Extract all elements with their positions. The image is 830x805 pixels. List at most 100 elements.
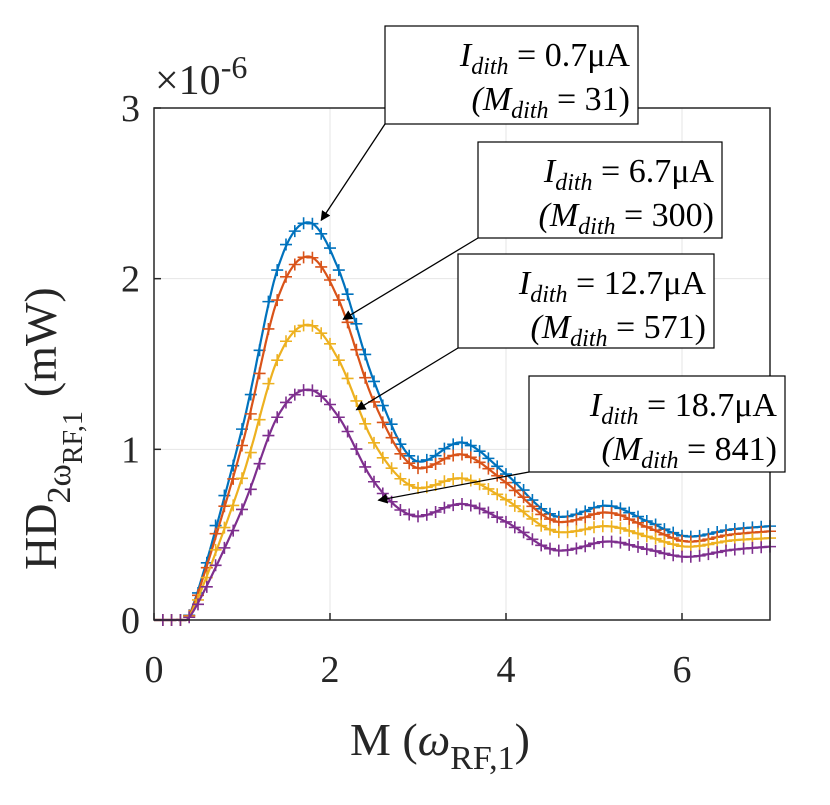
- series-marker-0: [368, 375, 380, 388]
- annotation-line1: Idith = 18.7μA: [589, 387, 778, 430]
- series-marker-2: [227, 499, 240, 512]
- series-marker-0: [447, 438, 460, 451]
- series-marker-3: [288, 388, 301, 401]
- annotation-box: [528, 375, 786, 473]
- annotation-line1: Idith = 12.7μA: [518, 265, 707, 308]
- y-tick-label: 0: [121, 600, 140, 642]
- series-marker-3: [447, 499, 460, 512]
- series-marker-1: [306, 251, 319, 264]
- series-marker-1: [412, 462, 424, 475]
- series-marker-1: [385, 431, 398, 444]
- series-marker-1: [579, 511, 592, 524]
- series-marker-1: [526, 500, 539, 513]
- series-marker-2: [280, 335, 292, 348]
- series-marker-2: [262, 377, 275, 390]
- series-marker-1: [491, 469, 504, 482]
- series-marker-3: [640, 543, 653, 556]
- annotation-line1: Idith = 0.7μA: [459, 37, 631, 80]
- series-marker-3: [456, 497, 468, 510]
- series-marker-2: [526, 512, 539, 525]
- series-line-0: [154, 221, 771, 622]
- series-marker-0: [456, 436, 468, 449]
- series-marker-2: [517, 505, 530, 518]
- series-marker-2: [385, 462, 398, 475]
- series-marker-2: [491, 488, 504, 501]
- series-marker-2: [535, 519, 548, 532]
- series-line-1: [154, 255, 770, 622]
- series-marker-0: [438, 442, 451, 455]
- y-axis-label: HD2ωRF,1(mW): [15, 287, 89, 570]
- series-marker-1: [403, 457, 416, 470]
- series-marker-2: [579, 523, 592, 536]
- series-marker-2: [368, 436, 380, 449]
- y-exponent: ×10-6: [155, 49, 247, 104]
- series-marker-2: [332, 354, 345, 367]
- series-marker-1: [271, 294, 284, 307]
- series-marker-3: [544, 542, 556, 555]
- series-marker-1: [324, 273, 336, 286]
- series-marker-1: [517, 491, 530, 504]
- series-marker-3: [412, 510, 424, 523]
- series-marker-2: [359, 417, 372, 430]
- series-marker-1: [218, 500, 231, 513]
- series-marker-1: [394, 447, 407, 460]
- series-marker-3: [614, 536, 627, 549]
- series-marker-1: [262, 322, 275, 335]
- series-marker-3: [693, 549, 706, 562]
- annotation-line2: (Mdith = 571): [531, 309, 707, 352]
- series-marker-1: [359, 371, 372, 384]
- series-marker-2: [561, 526, 574, 539]
- annotation-box: [477, 141, 723, 239]
- series-marker-1: [429, 457, 442, 470]
- series-marker-3: [359, 460, 372, 473]
- annotation-arrow: [377, 471, 530, 504]
- series-marker-1: [350, 343, 363, 356]
- series-marker-0: [271, 264, 284, 277]
- series-marker-1: [570, 513, 583, 526]
- series-marker-3: [579, 540, 592, 553]
- series-marker-3: [508, 521, 521, 534]
- series-marker-3: [200, 580, 213, 593]
- series-marker-3: [570, 542, 583, 555]
- series-marker-1: [456, 448, 468, 461]
- annotation-arrow: [342, 237, 479, 320]
- series-marker-1: [544, 513, 556, 526]
- series-marker-3: [711, 546, 724, 559]
- series-marker-2: [640, 530, 653, 543]
- series-marker-0: [315, 227, 328, 240]
- series-marker-0: [482, 452, 495, 465]
- series-marker-2: [218, 521, 231, 534]
- series-marker-3: [526, 533, 539, 546]
- series-marker-3: [368, 475, 380, 488]
- series-marker-1: [482, 462, 495, 475]
- series-marker-3: [271, 411, 284, 424]
- series-marker-1: [236, 439, 248, 452]
- series-marker-1: [447, 449, 460, 462]
- series-marker-2: [473, 478, 486, 491]
- series-marker-3: [209, 559, 222, 572]
- series-marker-0: [341, 288, 354, 301]
- series-marker-3: [702, 548, 715, 561]
- series-marker-3: [438, 501, 451, 514]
- series-marker-1: [280, 270, 292, 283]
- series-marker-2: [614, 522, 627, 535]
- series-marker-3: [253, 457, 266, 470]
- series-marker-3: [517, 526, 530, 539]
- series-marker-1: [605, 506, 618, 519]
- series-marker-2: [464, 474, 477, 487]
- annotations: Idith = 0.7μA(Mdith = 31)Idith = 6.7μA(M…: [320, 25, 786, 504]
- series-marker-2: [209, 543, 222, 556]
- series-marker-3: [667, 549, 680, 562]
- series-marker-2: [394, 472, 407, 485]
- series-marker-2: [306, 319, 319, 332]
- series-marker-3: [341, 425, 354, 438]
- series-marker-2: [376, 451, 389, 464]
- annotation-line1: Idith = 6.7μA: [543, 153, 715, 196]
- series-marker-1: [623, 513, 636, 526]
- series-marker-1: [332, 294, 345, 307]
- series-marker-1: [500, 476, 512, 489]
- series-marker-2: [288, 325, 301, 338]
- series-marker-1: [632, 516, 644, 529]
- series-marker-0: [306, 217, 319, 230]
